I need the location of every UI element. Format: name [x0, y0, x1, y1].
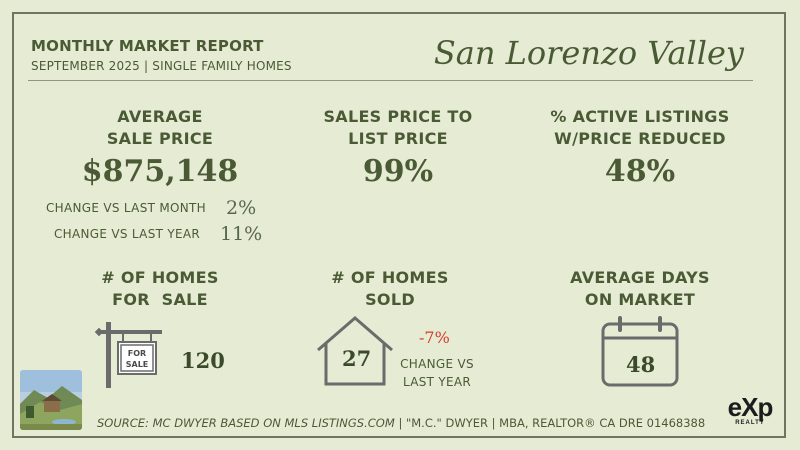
for-sale-label-line1: # OF HOMES — [101, 268, 219, 287]
change-month-label: CHANGE VS LAST MONTH — [46, 201, 206, 215]
sales-to-list-label-line2: LIST PRICE — [348, 129, 448, 148]
price-reduced-label: % ACTIVE LISTINGS W/PRICE REDUCED — [540, 106, 740, 150]
footer-source: SOURCE: MC DWYER BASED ON MLS LISTINGS.C… — [97, 416, 705, 430]
footer-agent-text: | "M.C." DWYER | MBA, REALTOR® CA DRE 01… — [398, 416, 706, 430]
landscape-photo — [20, 370, 82, 430]
price-reduced-label-line2: W/PRICE REDUCED — [554, 129, 726, 148]
header-divider — [28, 80, 753, 81]
calendar-icon — [601, 316, 679, 387]
change-month-value: 2% — [226, 197, 257, 219]
for-sale-label: # OF HOMES FOR SALE — [60, 267, 260, 311]
avg-price-label: AVERAGE SALE PRICE — [60, 106, 260, 150]
price-reduced-label-line1: % ACTIVE LISTINGS — [550, 107, 730, 126]
for-sale-sign-icon: FOR SALE — [94, 322, 162, 388]
avg-price-value: $875,148 — [81, 154, 239, 189]
sign-text-line1: FOR — [128, 349, 146, 358]
avg-price-label-line2: SALE PRICE — [106, 129, 214, 148]
price-reduced-value: 48% — [604, 154, 676, 189]
house-icon — [317, 316, 393, 386]
footer-source-text: SOURCE: MC DWYER BASED ON MLS LISTINGS.C… — [97, 416, 395, 430]
for-sale-label-line2: FOR SALE — [112, 290, 208, 309]
sales-to-list-value: 99% — [362, 154, 434, 189]
logo-subtext: REALTY — [735, 420, 765, 426]
exp-realty-logo: eXp REALTY — [717, 394, 783, 434]
avg-price-label-line1: AVERAGE — [117, 107, 203, 126]
logo-text: eXp — [727, 392, 774, 422]
days-on-market-label-line1: AVERAGE DAYS — [570, 268, 710, 287]
sold-change-value: -7% — [419, 328, 450, 347]
sold-change-label: CHANGE VS LAST YEAR — [395, 355, 479, 391]
change-year-label: CHANGE VS LAST YEAR — [54, 227, 201, 241]
sales-to-list-label-line1: SALES PRICE TO — [323, 107, 473, 126]
for-sale-value: 120 — [181, 348, 225, 373]
location-title: San Lorenzo Valley — [433, 34, 744, 72]
sales-to-list-label: SALES PRICE TO LIST PRICE — [298, 106, 498, 150]
days-on-market-label: AVERAGE DAYS ON MARKET — [540, 267, 740, 311]
sign-text-line2: SALE — [126, 360, 149, 369]
report-subtitle: SEPTEMBER 2025 | SINGLE FAMILY HOMES — [31, 59, 292, 73]
days-on-market-label-line2: ON MARKET — [584, 290, 696, 309]
days-on-market-value: 48 — [626, 352, 656, 377]
change-year-value: 11% — [220, 223, 263, 245]
sold-change-label-line1: CHANGE VS — [400, 357, 474, 371]
sold-label-line1: # OF HOMES — [331, 268, 449, 287]
sold-value: 27 — [342, 346, 372, 371]
report-title: MONTHLY MARKET REPORT — [31, 37, 264, 55]
sold-label: # OF HOMES SOLD — [290, 267, 490, 311]
sold-label-line2: SOLD — [365, 290, 415, 309]
card-border — [12, 12, 786, 438]
sold-change-label-line2: LAST YEAR — [402, 375, 472, 389]
